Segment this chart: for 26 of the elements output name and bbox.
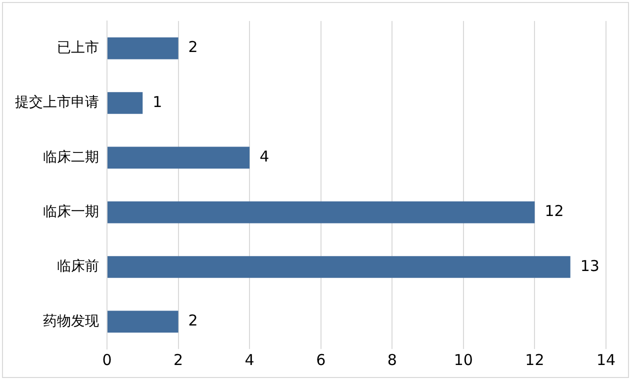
x-tick-label: 14 [596, 350, 616, 369]
y-tick-label: 临床一期 [43, 204, 99, 220]
data-label: 2 [188, 38, 198, 56]
data-label: 13 [580, 256, 600, 275]
bar [108, 92, 143, 114]
x-tick-label: 10 [454, 350, 473, 369]
y-tick-label: 临床二期 [43, 149, 99, 166]
x-tick-label: 2 [174, 350, 184, 369]
x-tick-label: 12 [525, 350, 544, 369]
bar [108, 201, 535, 224]
x-tick-label: 8 [387, 350, 397, 369]
data-label: 2 [188, 312, 198, 330]
data-label: 1 [152, 92, 162, 111]
x-tick-label: 0 [102, 350, 112, 369]
bar [108, 146, 250, 169]
y-tick-label: 提交上市申请 [15, 94, 99, 111]
bar [108, 310, 178, 333]
y-tick-label: 临床前 [57, 258, 99, 275]
y-tick-label: 药物发现 [43, 313, 99, 330]
x-tick-label: 4 [244, 350, 254, 369]
data-label: 12 [544, 202, 564, 220]
data-label: 4 [260, 148, 270, 166]
bar [108, 256, 570, 278]
y-tick-label: 已上市 [57, 40, 99, 56]
x-tick-label: 6 [316, 350, 326, 369]
bar [108, 37, 178, 60]
